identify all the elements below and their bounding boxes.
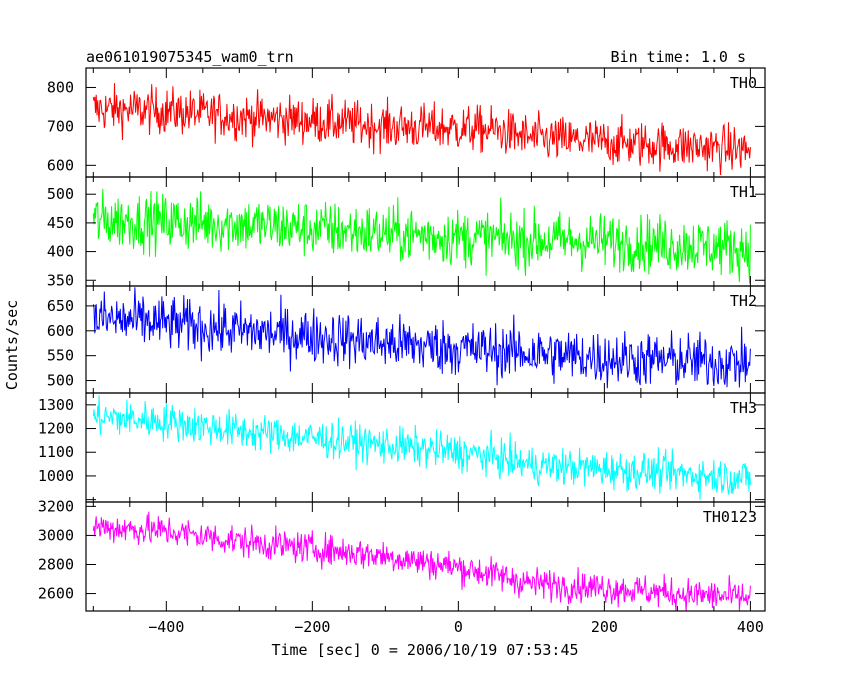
y-tick-label: 1100	[38, 443, 74, 461]
y-tick-label: 500	[47, 185, 74, 203]
series-line-th2	[92, 287, 751, 389]
x-tick-label: 400	[737, 618, 764, 636]
panel-th3: 1000 1100 1200 1300 TH3	[38, 392, 766, 503]
y-tick-label: 1300	[38, 396, 74, 414]
y-tick-label: 450	[47, 214, 74, 232]
y-tick-label: 650	[47, 297, 74, 315]
y-tick-label: 800	[47, 78, 74, 96]
series-line-th3	[92, 395, 751, 500]
panel-frame	[85, 501, 766, 612]
series-label-th1: TH1	[730, 183, 757, 201]
y-tick-label: 3200	[38, 497, 74, 515]
series-label-th0: TH0	[730, 74, 757, 92]
panel-th1: 350 400 450 500 TH1	[47, 176, 766, 289]
x-tick-label: −400	[148, 618, 184, 636]
x-tick-label: 200	[591, 618, 618, 636]
series-line-th1	[92, 188, 751, 284]
series-line-th0123	[92, 511, 751, 611]
panel-th0: 600 700 800 TH0	[47, 67, 766, 178]
x-tick-label: −200	[294, 618, 330, 636]
y-tick-label: 400	[47, 243, 74, 261]
panel-th2: 500 550 600 650 TH2	[47, 285, 766, 394]
panels: 600 700 800 TH0 350 400 450 500 TH1 500 550 600 650 T…	[38, 67, 766, 636]
y-tick-label: 550	[47, 347, 74, 365]
panel-frame	[85, 67, 766, 178]
y-tick-label: 350	[47, 271, 74, 289]
series-line-th0	[92, 83, 751, 176]
panel-th0123: 2600 2800 3000 3200 TH0123	[38, 497, 766, 612]
y-tick-label: 500	[47, 372, 74, 390]
x-axis-label: Time [sec] 0 = 2006/10/19 07:53:45	[271, 641, 578, 659]
y-tick-label: 2800	[38, 555, 74, 573]
series-label-th0123: TH0123	[703, 508, 757, 526]
y-tick-label: 1200	[38, 420, 74, 438]
y-axis-label: Counts/sec	[3, 300, 21, 390]
y-tick-label: 600	[47, 156, 74, 174]
series-label-th3: TH3	[730, 399, 757, 417]
bin-time-label: Bin time: 1.0 s	[611, 48, 746, 66]
y-tick-label: 700	[47, 117, 74, 135]
y-tick-label: 2600	[38, 585, 74, 603]
y-tick-label: 600	[47, 322, 74, 340]
y-tick-label: 1000	[38, 467, 74, 485]
series-label-th2: TH2	[730, 292, 757, 310]
chart-title: ae061019075345_wam0_trn	[86, 48, 294, 66]
x-tick-label: 0	[454, 618, 463, 636]
y-tick-label: 3000	[38, 526, 74, 544]
